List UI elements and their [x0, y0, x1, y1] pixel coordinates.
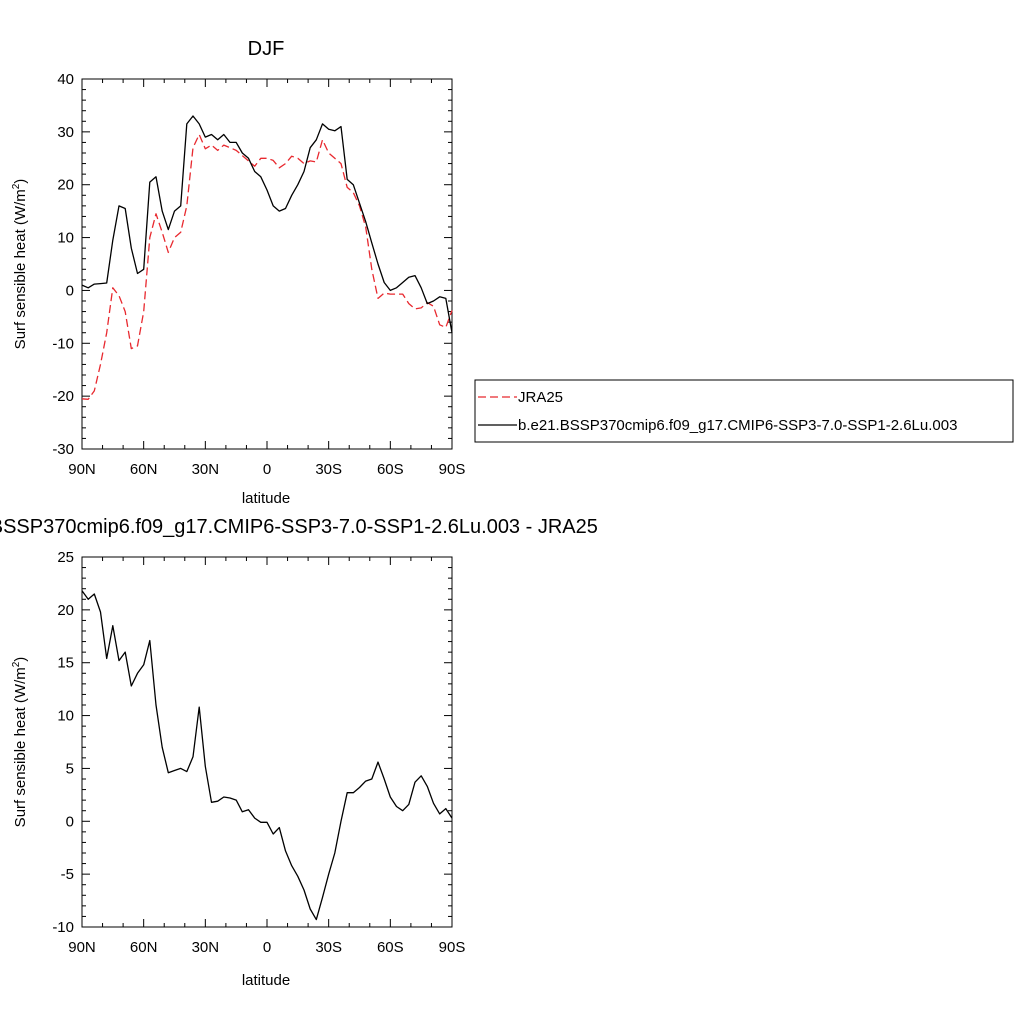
top-chart-x-tick-labels: 90N 60N 30N 0 30S 60S 90S [68, 461, 465, 478]
bottom-chart-x-axis-label: latitude [242, 972, 290, 989]
legend-label-model: b.e21.BSSP370cmip6.f09_g17.CMIP6-SSP3-7.… [518, 417, 957, 434]
bottom-chart-y-tick-labels: 25 20 15 10 5 0 -5 -10 [52, 549, 74, 936]
series-line-0 [81, 133, 453, 400]
y-tick-label: 20 [57, 177, 74, 194]
x-tick-label: 60N [130, 939, 158, 956]
y-tick-label: 5 [66, 760, 74, 777]
x-tick-label: 60S [377, 939, 404, 956]
y-tick-label: 10 [57, 230, 74, 247]
x-tick-label: 90N [68, 939, 96, 956]
legend: JRA25 b.e21.BSSP370cmip6.f09_g17.CMIP6-S… [474, 379, 1014, 443]
x-tick-label: 30N [192, 939, 220, 956]
y-tick-label: -5 [61, 866, 74, 883]
y-tick-label: 20 [57, 602, 74, 619]
x-tick-label: 60N [130, 461, 158, 478]
y-tick-label: 0 [66, 813, 74, 830]
top-chart-series [81, 115, 453, 400]
y-tick-label: 25 [57, 549, 74, 566]
bottom-chart: b.e21.BSSP370cmip6.f09_g17.CMIP6-SSP3-7.… [0, 516, 598, 989]
top-chart-title: DJF [248, 38, 285, 60]
top-chart: DJF 90N 60N 30N 0 30S 60S 90S 40 30 20 10 0 -10 -20 -… [11, 38, 465, 507]
top-chart-ticks [81, 78, 453, 450]
bottom-chart-x-tick-labels: 90N 60N 30N 0 30S 60S 90S [68, 939, 465, 956]
x-tick-label: 60S [377, 461, 404, 478]
y-tick-label: 30 [57, 124, 74, 141]
x-tick-label: 30S [315, 939, 342, 956]
bottom-chart-title: b.e21.BSSP370cmip6.f09_g17.CMIP6-SSP3-7.… [0, 516, 598, 538]
y-tick-label: -10 [52, 919, 74, 936]
bottom-chart-ticks [81, 556, 453, 928]
series-line-0 [81, 590, 453, 921]
x-tick-label: 0 [263, 461, 271, 478]
x-tick-label: 90S [439, 461, 466, 478]
x-tick-label: 30S [315, 461, 342, 478]
bottom-chart-y-axis-label: Surf sensible heat (W/m2) [11, 657, 29, 828]
x-tick-label: 30N [192, 461, 220, 478]
top-chart-x-axis-label: latitude [242, 490, 290, 507]
top-chart-frame [81, 78, 453, 450]
top-chart-y-axis-label: Surf sensible heat (W/m2) [11, 179, 29, 350]
legend-box [474, 379, 1014, 443]
y-tick-label: -20 [52, 388, 74, 405]
top-chart-y-tick-labels: 40 30 20 10 0 -10 -20 -30 [52, 71, 74, 458]
y-tick-label: 10 [57, 708, 74, 725]
x-tick-label: 90N [68, 461, 96, 478]
y-tick-label: 40 [57, 71, 74, 88]
bottom-chart-frame [81, 556, 453, 928]
bottom-chart-series [81, 590, 453, 921]
y-tick-label: 0 [66, 282, 74, 299]
y-tick-label: -10 [52, 335, 74, 352]
y-tick-label: -30 [52, 441, 74, 458]
series-line-1 [81, 115, 453, 333]
legend-label-jra25: JRA25 [518, 389, 563, 406]
x-tick-label: 0 [263, 939, 271, 956]
y-tick-label: 15 [57, 655, 74, 672]
x-tick-label: 90S [439, 939, 466, 956]
